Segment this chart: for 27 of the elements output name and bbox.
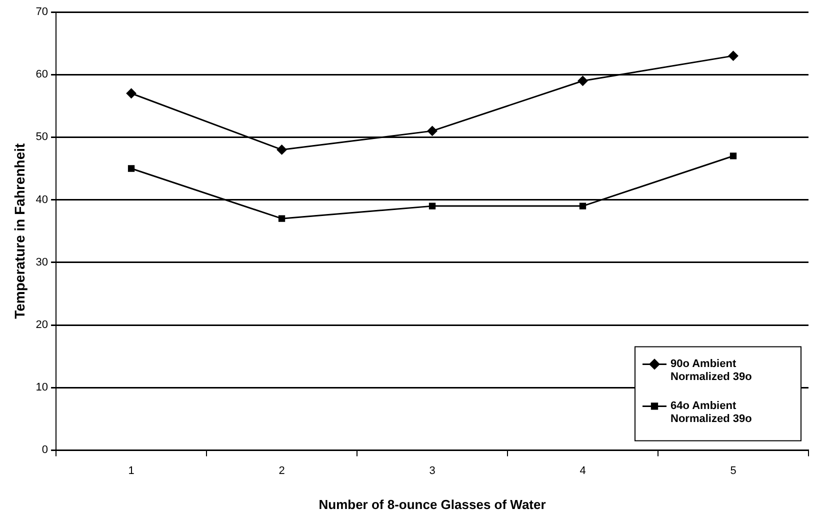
x-tick-label: 1 (128, 464, 134, 477)
y-tick-label: 40 (36, 194, 48, 206)
point (128, 165, 135, 172)
point (427, 126, 438, 136)
x-tick-label: 5 (730, 464, 736, 477)
legend-label: 64o Ambient Normalized 39o (670, 400, 752, 426)
x-tick-label: 4 (580, 464, 586, 477)
y-axis-title: Temperature in Fahrenheit (11, 142, 28, 319)
point (278, 215, 286, 222)
y-tick-label: 10 (36, 382, 48, 394)
x-tick-label: 3 (429, 464, 436, 477)
x-tick-label: 2 (278, 464, 285, 477)
y-tick-label: 70 (36, 6, 48, 18)
y-tick-label: 20 (36, 319, 48, 332)
legend-label: 90o Ambient Normalized 39o (670, 358, 752, 384)
y-tick-label: 50 (36, 131, 48, 144)
point (730, 152, 737, 160)
x-axis-title: Number of 8-ounce Glasses of Water (318, 496, 546, 512)
point (276, 144, 287, 155)
point (728, 50, 738, 61)
y-tick-label: 0 (42, 444, 48, 456)
point (126, 88, 136, 98)
y-tick-label: 60 (36, 68, 48, 81)
point (428, 202, 436, 210)
point (579, 202, 586, 210)
y-tick-label: 30 (36, 256, 48, 268)
point (578, 76, 588, 86)
